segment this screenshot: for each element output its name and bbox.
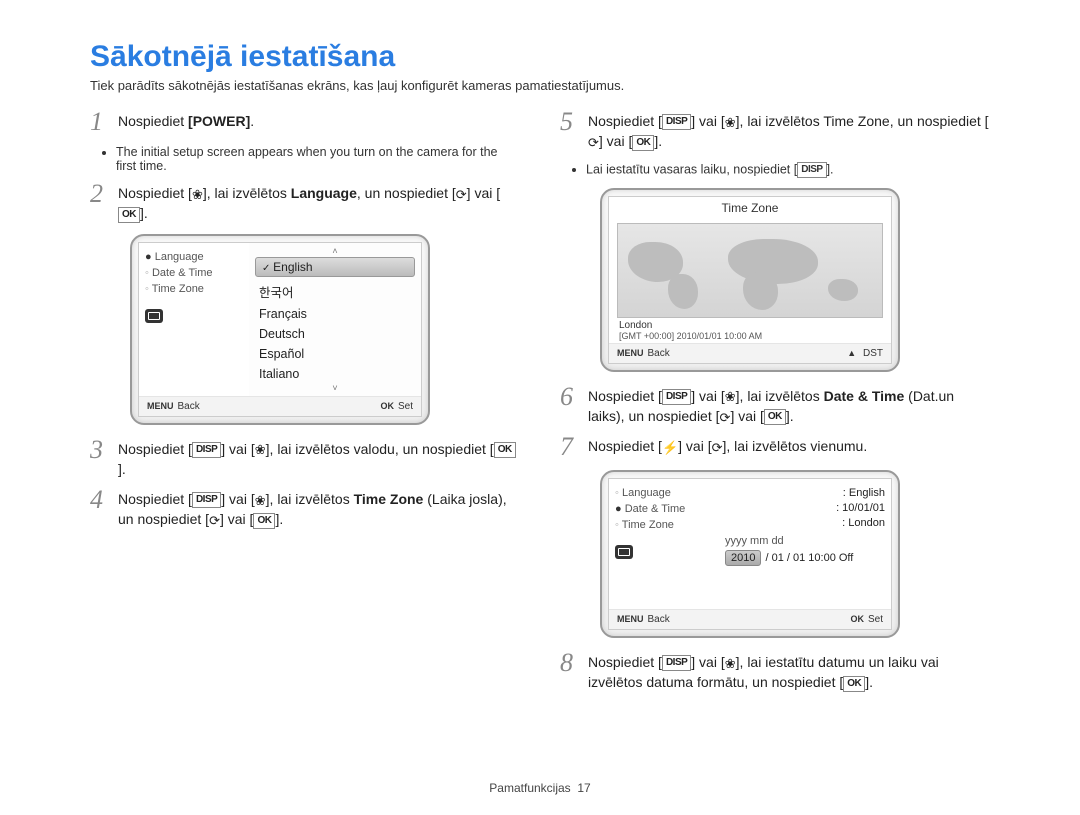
disp-icon: DISP [192,442,221,458]
screen-icon [145,309,163,323]
lang-option: Italiano [249,364,421,384]
date-format: yyyy mm dd [725,535,885,547]
menu-datetime: Date & Time [615,503,713,515]
disp-icon: DISP [192,492,221,508]
disp-icon: DISP [662,114,691,130]
ok-icon: OK [843,676,865,692]
timer-icon: ⟳ [209,514,220,527]
flower-icon: ❀ [192,188,203,201]
timezone-screen: Time Zone London [GMT +00:00] 2010/01/01… [600,188,900,372]
timer-icon: ⟳ [588,136,599,149]
right-column: 5 Nospiediet [DISP] vai [❀], lai izvēlēt… [560,111,990,703]
flower-icon: ❀ [255,443,266,456]
screen-icon [615,545,633,559]
year-selected: 2010 [725,550,761,566]
tz-title: Time Zone [609,197,891,219]
menu-language: Language [615,487,713,499]
menu-language: Language [145,251,243,263]
ok-icon: OK [632,135,654,151]
dt-val-date: : 10/01/01 [836,502,885,514]
step-number: 5 [560,109,588,135]
ok-icon: OK [764,409,786,425]
lang-option: Deutsch [249,324,421,344]
timer-icon: ⟳ [720,411,731,424]
step-number: 3 [90,437,118,463]
step-6-text: Nospiediet [DISP] vai [❀], lai izvēlētos… [588,386,990,427]
flash-icon: ⚡ [662,441,678,454]
step-4-text: Nospiediet [DISP] vai [❀], lai izvēlētos… [118,489,520,530]
lang-option: 한국어 [249,279,421,304]
step-1-note: The initial setup screen appears when yo… [116,145,520,173]
datetime-screen: Language Date & Time Time Zone : English… [600,470,900,638]
ok-icon: OK [253,513,275,529]
step-number: 8 [560,650,588,676]
menu-timezone: Time Zone [615,519,713,531]
dt-val-tz: : London [842,517,885,529]
disp-icon: DISP [797,162,826,178]
left-column: 1 Nospiediet [POWER]. The initial setup … [90,111,520,703]
step-number: 4 [90,487,118,513]
ok-icon: OK [494,442,516,458]
disp-icon: DISP [662,389,691,405]
lang-selected: English [255,257,415,277]
lang-option: Français [249,304,421,324]
step-number: 7 [560,434,588,460]
step-number: 6 [560,384,588,410]
flower-icon: ❀ [725,657,736,670]
flower-icon: ❀ [255,494,266,507]
step-8-text: Nospiediet [DISP] vai [❀], lai iestatītu… [588,652,990,693]
page-footer: Pamatfunkcijas 17 [90,781,990,795]
step-5-text: Nospiediet [DISP] vai [❀], lai izvēlētos… [588,111,990,152]
flower-icon: ❀ [725,390,736,403]
flower-icon: ❀ [725,116,736,129]
dt-val-lang: : English [843,487,885,499]
ok-icon: OK [118,207,140,223]
step-number: 1 [90,109,118,135]
step-7-text: Nospiediet [⚡] vai [⟳], lai izvēlētos vi… [588,436,990,456]
tz-city: London [619,320,883,331]
lang-option: Español [249,344,421,364]
step-1-text: Nospiediet [POWER]. [118,111,520,131]
date-rest: / 01 / 01 10:00 Off [765,552,853,564]
page-subtitle: Tiek parādīts sākotnējās iestatīšanas ek… [90,78,990,93]
menu-timezone: Time Zone [145,283,243,295]
page-title: Sākotnējā iestatīšana [90,40,990,74]
timer-icon: ⟳ [456,188,467,201]
step-3-text: Nospiediet [DISP] vai [❀], lai izvēlētos… [118,439,520,480]
tz-gmt: [GMT +00:00] 2010/01/01 10:00 AM [619,331,883,341]
step-5-note: Lai iestatītu vasaras laiku, nospiediet … [586,162,990,178]
menu-datetime: Date & Time [145,267,243,279]
world-map [617,223,883,318]
step-2-text: Nospiediet [❀], lai izvēlētos Language, … [118,183,520,224]
step-number: 2 [90,181,118,207]
disp-icon: DISP [662,655,691,671]
timer-icon: ⟳ [712,441,723,454]
language-screen: Language Date & Time Time Zone ˄ English… [130,234,430,425]
